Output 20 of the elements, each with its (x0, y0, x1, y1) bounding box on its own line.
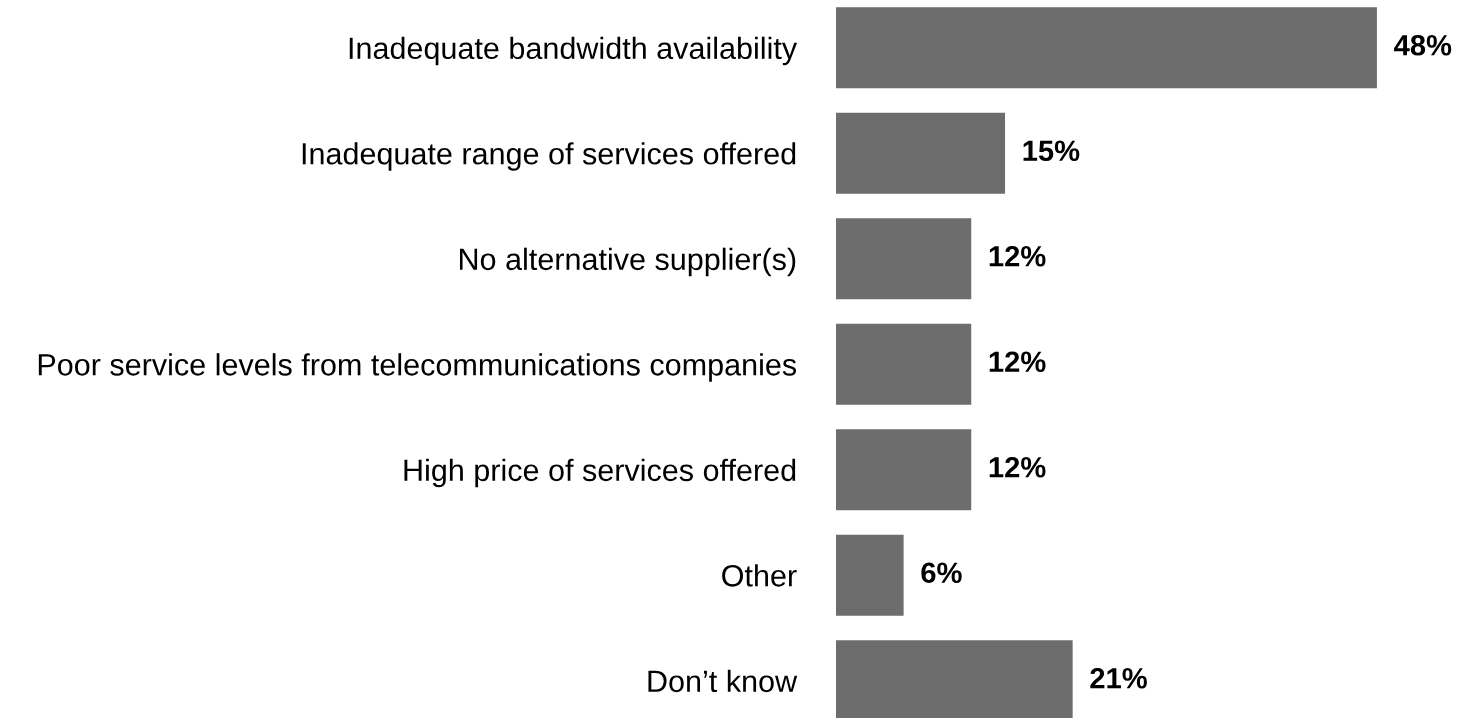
data-label: 12% (989, 245, 1046, 267)
y-tick-label: Inadequate range of services offered (302, 142, 796, 171)
y-tick-label: Inadequate bandwidth availability (349, 36, 798, 66)
data-label: 6% (921, 562, 962, 584)
data-label: 12% (989, 456, 1046, 478)
data-label: 15% (1023, 140, 1080, 162)
bar (836, 7, 1377, 89)
y-tick-label: Don’t know (648, 669, 798, 693)
bar (836, 323, 972, 405)
bar (836, 218, 972, 300)
data-label: 21% (1090, 667, 1147, 689)
bar (836, 534, 904, 616)
y-tick-label: Poor service levels from telecommunications companies (38, 353, 797, 382)
y-tick-label: Other (722, 564, 797, 587)
data-label: 12% (989, 351, 1046, 373)
bar (836, 429, 972, 511)
y-tick-label: High price of services offered (404, 458, 796, 488)
data-label: 48% (1394, 34, 1452, 56)
bar (836, 112, 1006, 194)
y-tick-label: No alternative supplier(s) (459, 247, 796, 277)
